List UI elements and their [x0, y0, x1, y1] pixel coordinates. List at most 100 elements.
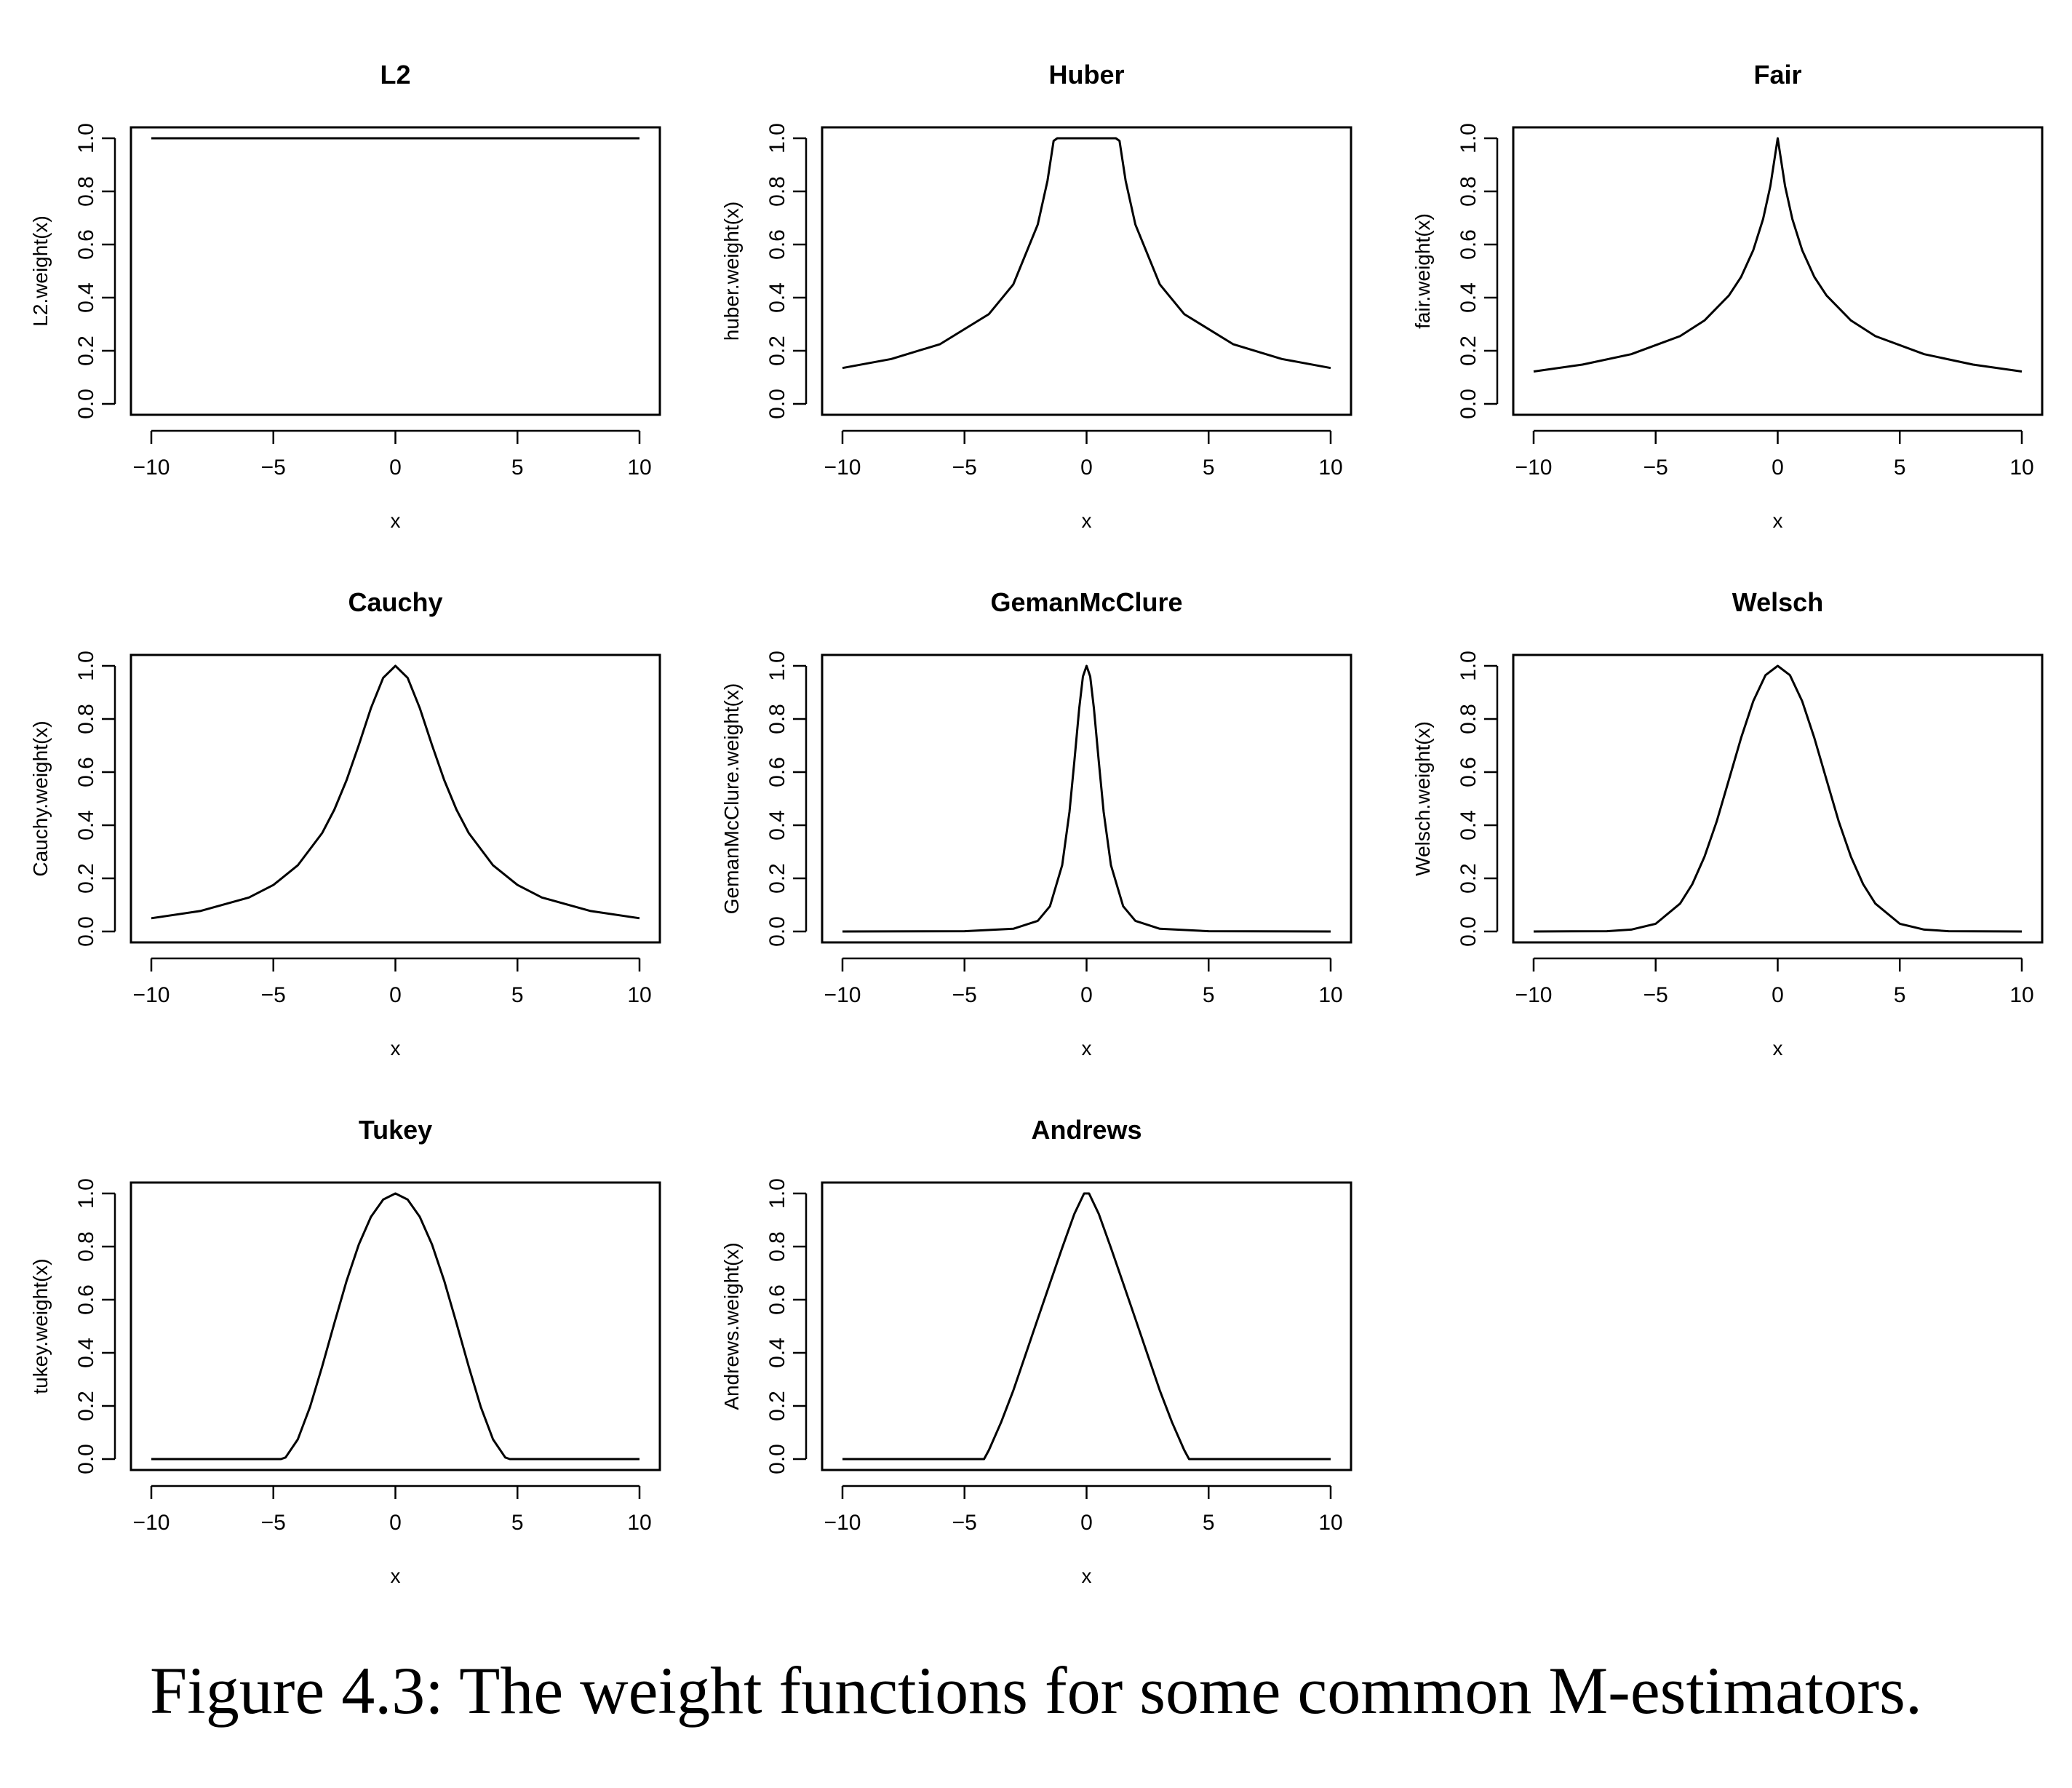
x-tick-label: 5: [511, 983, 524, 1007]
y-tick-label: 1.0: [74, 1178, 98, 1209]
x-axis-label: x: [1082, 1037, 1092, 1060]
plot-title: L2: [380, 60, 410, 90]
x-tick-label: −10: [824, 456, 861, 480]
x-tick-label: 10: [1318, 983, 1342, 1007]
x-tick-label: 0: [1080, 456, 1093, 480]
y-tick-label: 0.6: [1457, 229, 1481, 260]
x-tick-label: 5: [1203, 1511, 1215, 1535]
y-tick-label: 0.0: [1457, 916, 1481, 947]
plot-frame: [1512, 126, 2044, 416]
y-axis-label: tukey.weight(x): [29, 1258, 52, 1394]
y-tick-label: 0.0: [765, 389, 789, 419]
x-tick-label: −10: [1515, 456, 1553, 480]
x-tick-label: 0: [389, 983, 402, 1007]
plot-gemanmcclure: GemanMcClure −10 −5 0 5 10 x 0.0 0.2 0.4 0.6 0.8 1.0…: [720, 587, 1352, 1060]
x-tick-label: −10: [824, 983, 861, 1007]
x-tick-label: −10: [1515, 983, 1553, 1007]
plot-tukey: Tukey −10 −5 0 5 10 x 0.0 0.2 0.4 0.6 0.8 1.0 tukey.w…: [29, 1115, 661, 1587]
x-tick-label: −5: [1643, 983, 1668, 1007]
x-tick-label: 10: [1318, 1511, 1342, 1535]
x-tick-label: −5: [261, 983, 286, 1007]
y-tick-label: 0.4: [74, 282, 98, 313]
plot-title: Tukey: [359, 1115, 432, 1145]
y-tick-label: 1.0: [765, 123, 789, 154]
y-tick-label: 0.2: [1457, 863, 1481, 894]
plot-huber: Huber −10 −5 0 5 10 x 0.0 0.2 0.4 0.6 0.8 1.0 huber.w…: [720, 60, 1352, 532]
y-tick-label: 0.2: [74, 1391, 98, 1421]
x-tick-label: −5: [952, 1511, 977, 1535]
x-axis-label: x: [391, 509, 401, 532]
x-axis-label: x: [1082, 1565, 1092, 1587]
y-tick-label: 1.0: [74, 123, 98, 154]
series-line-andrews: [842, 1192, 1331, 1461]
y-tick-label: 0.0: [74, 916, 98, 947]
y-tick-label: 0.6: [74, 757, 98, 787]
plot-frame: [130, 1181, 661, 1471]
series-line-gemanmcclure: [842, 664, 1331, 933]
x-tick-label: −5: [952, 456, 977, 480]
plot-andrews: Andrews −10 −5 0 5 10 x 0.0 0.2 0.4 0.6 0.8 1.0 Andre…: [720, 1115, 1352, 1587]
y-tick-label: 0.4: [1457, 282, 1481, 313]
y-tick-label: 0.2: [765, 335, 789, 366]
y-tick-label: 1.0: [74, 651, 98, 681]
y-tick-label: 0.8: [765, 176, 789, 207]
x-tick-label: 0: [1772, 456, 1784, 480]
y-tick-label: 1.0: [765, 651, 789, 681]
x-tick-label: 10: [627, 456, 651, 480]
series-line-welsch: [1533, 664, 2023, 933]
x-tick-label: 10: [627, 1511, 651, 1535]
y-tick-label: 0.8: [74, 1231, 98, 1262]
y-tick-label: 1.0: [1457, 123, 1481, 154]
x-tick-label: −5: [1643, 456, 1668, 480]
plot-frame: [130, 653, 661, 944]
plot-frame: [821, 1181, 1352, 1471]
figure: L2 −10 −5 0 5 10 x 0.0 0.2 0.4 0.6 0.8 1.0 L2.weight(…: [29, 60, 2044, 1587]
y-tick-label: 0.4: [74, 1338, 98, 1368]
x-axis-label: x: [1773, 1037, 1783, 1060]
y-tick-label: 0.0: [1457, 389, 1481, 419]
y-axis-label: GemanMcClure.weight(x): [720, 683, 743, 914]
y-tick-label: 0.6: [765, 757, 789, 787]
y-tick-label: 0.0: [765, 1444, 789, 1474]
y-axis-label: huber.weight(x): [720, 202, 743, 341]
y-tick-label: 0.6: [1457, 757, 1481, 787]
x-tick-label: 0: [389, 1511, 402, 1535]
y-tick-label: 0.6: [765, 1284, 789, 1315]
y-tick-label: 0.8: [74, 176, 98, 207]
y-tick-label: 1.0: [765, 1178, 789, 1209]
y-tick-label: 0.8: [765, 1231, 789, 1262]
x-tick-label: 0: [1080, 1511, 1093, 1535]
x-tick-label: 5: [1203, 456, 1215, 480]
y-tick-label: 0.2: [74, 863, 98, 894]
x-tick-label: 10: [1318, 456, 1342, 480]
plot-frame: [821, 126, 1352, 416]
y-tick-label: 0.8: [1457, 176, 1481, 207]
plot-fair: Fair −10 −5 0 5 10 x 0.0 0.2 0.4 0.6 0.8 1.0 fair.wei…: [1411, 60, 2044, 532]
plot-title: GemanMcClure: [990, 587, 1182, 617]
x-tick-label: 10: [2009, 983, 2033, 1007]
plot-frame: [1512, 653, 2044, 944]
y-tick-label: 0.0: [765, 916, 789, 947]
y-tick-label: 1.0: [1457, 651, 1481, 681]
plot-title: Welsch: [1732, 587, 1823, 617]
plot-welsch: Welsch −10 −5 0 5 10 x 0.0 0.2 0.4 0.6 0.8 1.0 Welsch…: [1411, 587, 2044, 1060]
x-tick-label: 10: [627, 983, 651, 1007]
plot-title: Cauchy: [348, 587, 442, 617]
plot-cauchy: Cauchy −10 −5 0 5 10 x 0.0 0.2 0.4 0.6 0.8 1.0 Cauchy…: [29, 587, 661, 1060]
series-line-huber: [842, 137, 1331, 370]
x-tick-label: −10: [133, 456, 170, 480]
y-tick-label: 0.0: [74, 389, 98, 419]
x-tick-label: 10: [2009, 456, 2033, 480]
y-axis-label: Welsch.weight(x): [1411, 721, 1434, 876]
x-axis-label: x: [391, 1565, 401, 1587]
series-line-cauchy: [151, 664, 640, 920]
y-tick-label: 0.4: [765, 282, 789, 313]
plot-title: Fair: [1753, 60, 1801, 90]
y-tick-label: 0.8: [74, 704, 98, 734]
y-axis-label: L2.weight(x): [29, 215, 52, 327]
figure-caption: Figure 4.3: The weight functions for som…: [150, 1653, 1922, 1728]
x-tick-label: −5: [261, 1511, 286, 1535]
x-tick-label: 0: [1772, 983, 1784, 1007]
y-axis-label: fair.weight(x): [1411, 213, 1434, 329]
plot-frame: [130, 126, 661, 416]
